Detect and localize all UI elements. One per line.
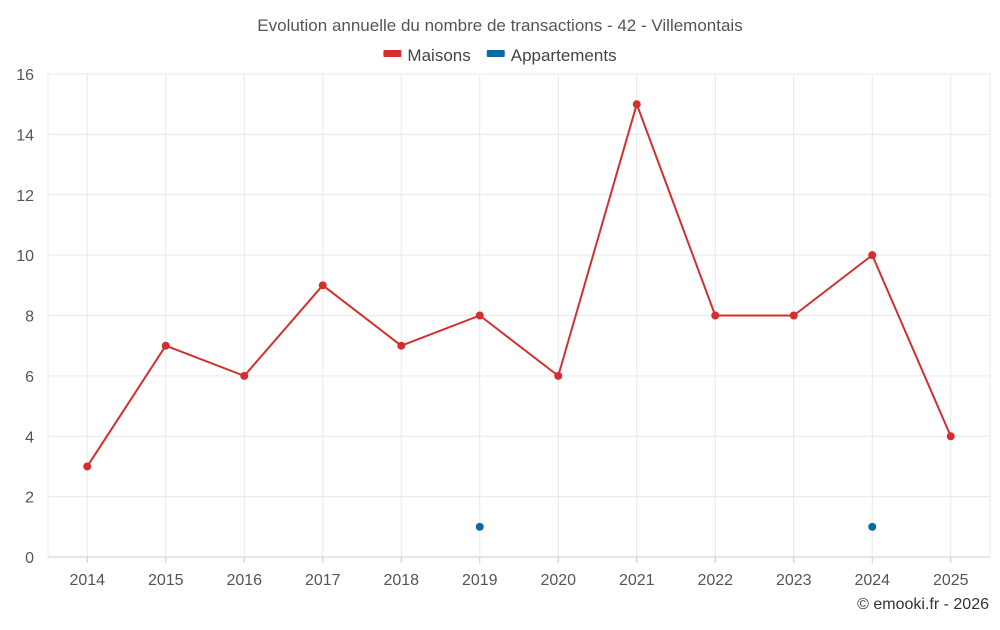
series-maisons <box>83 100 955 471</box>
x-tick-label: 2020 <box>540 572 576 589</box>
y-tick-label: 2 <box>25 490 34 507</box>
chart-title: Evolution annuelle du nombre de transact… <box>257 16 742 35</box>
y-tick-label: 16 <box>16 67 34 84</box>
data-point[interactable] <box>868 251 877 260</box>
series-layer <box>83 100 955 531</box>
credit-text: © emooki.fr - 2026 <box>857 596 989 613</box>
y-tick-label: 14 <box>16 127 34 144</box>
x-tick-label: 2023 <box>776 572 812 589</box>
data-point[interactable] <box>397 341 406 350</box>
x-tick-label: 2021 <box>619 572 655 589</box>
legend-swatch <box>486 50 505 57</box>
legend-label: Appartements <box>511 46 617 65</box>
data-point[interactable] <box>475 522 484 531</box>
series-appartements <box>475 522 877 531</box>
data-point[interactable] <box>868 522 877 531</box>
x-tick-label: 2022 <box>697 572 733 589</box>
data-point[interactable] <box>946 432 955 441</box>
legend-item-appartements[interactable]: Appartements <box>486 46 617 65</box>
legend-label: Maisons <box>407 46 470 65</box>
x-tick-label: 2018 <box>383 572 419 589</box>
y-tick-label: 4 <box>25 429 34 446</box>
legend-swatch <box>383 50 402 57</box>
series-line <box>86 103 952 467</box>
data-point[interactable] <box>711 311 720 320</box>
y-tick-label: 0 <box>25 550 34 567</box>
data-point[interactable] <box>318 281 327 290</box>
data-point[interactable] <box>554 371 563 380</box>
data-point[interactable] <box>789 311 798 320</box>
x-tick-label: 2025 <box>933 572 969 589</box>
y-tick-label: 8 <box>25 309 34 326</box>
axes: 0 2 4 6 8 10 12 14 16 2014 2015 2016 2017 2018 2019 202… <box>16 67 991 589</box>
data-point[interactable] <box>632 100 641 109</box>
data-point[interactable] <box>83 462 92 471</box>
legend: Maisons Appartements <box>383 46 617 65</box>
x-tick-label: 2016 <box>226 572 262 589</box>
data-point[interactable] <box>161 341 170 350</box>
y-tick-label: 10 <box>16 248 34 265</box>
grid <box>48 73 990 557</box>
x-tick-label: 2014 <box>69 572 105 589</box>
y-tick-label: 6 <box>25 369 34 386</box>
x-tick-label: 2024 <box>854 572 890 589</box>
data-point[interactable] <box>475 311 484 320</box>
x-tick-label: 2017 <box>305 572 341 589</box>
x-tick-label: 2015 <box>148 572 184 589</box>
data-point[interactable] <box>240 371 249 380</box>
y-tick-label: 12 <box>16 188 34 205</box>
legend-item-maisons[interactable]: Maisons <box>383 46 471 65</box>
x-tick-label: 2019 <box>462 572 498 589</box>
